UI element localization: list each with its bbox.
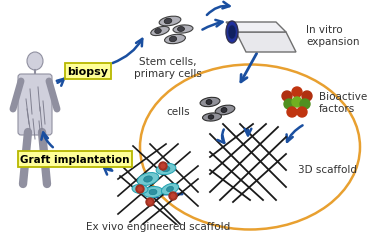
Circle shape [138,187,142,191]
Ellipse shape [144,176,152,182]
Ellipse shape [165,35,185,45]
Circle shape [161,164,165,168]
Text: 3D scaffold: 3D scaffold [298,164,357,174]
Circle shape [297,108,307,117]
Circle shape [146,198,154,206]
Ellipse shape [202,113,222,121]
Ellipse shape [164,19,172,25]
Circle shape [300,100,310,110]
Ellipse shape [226,22,238,44]
Text: Ex vivo engineered scaffold: Ex vivo engineered scaffold [86,221,230,231]
Circle shape [136,185,144,193]
Ellipse shape [206,100,212,105]
Ellipse shape [215,106,235,115]
Ellipse shape [177,27,184,32]
Ellipse shape [137,187,143,192]
Ellipse shape [156,164,176,175]
Circle shape [284,100,294,110]
Ellipse shape [170,37,177,43]
Circle shape [287,108,297,117]
Ellipse shape [137,173,159,186]
Text: Bioactive
factors: Bioactive factors [319,92,367,113]
Circle shape [292,98,302,108]
Text: cells: cells [166,107,190,116]
Circle shape [292,88,302,98]
Ellipse shape [27,53,43,71]
Text: Graft implantation: Graft implantation [20,154,130,164]
Circle shape [282,92,292,102]
Ellipse shape [149,190,157,195]
Ellipse shape [208,115,214,120]
Ellipse shape [143,187,163,198]
Ellipse shape [155,29,161,34]
Ellipse shape [162,167,170,172]
Ellipse shape [173,26,193,34]
Ellipse shape [159,17,181,27]
Ellipse shape [161,184,178,195]
Text: biopsy: biopsy [68,67,108,77]
Ellipse shape [228,26,236,40]
Ellipse shape [200,98,220,107]
Circle shape [171,194,175,198]
Ellipse shape [221,108,227,113]
Ellipse shape [151,27,169,37]
Circle shape [302,92,312,102]
Ellipse shape [166,187,174,192]
Circle shape [169,192,177,200]
Circle shape [148,200,152,204]
Polygon shape [236,33,296,53]
FancyBboxPatch shape [18,75,52,136]
Ellipse shape [132,185,148,194]
Text: In vitro
expansion: In vitro expansion [306,25,360,47]
Polygon shape [226,23,286,33]
Circle shape [159,162,167,170]
Text: Stem cells,
primary cells: Stem cells, primary cells [134,57,202,78]
